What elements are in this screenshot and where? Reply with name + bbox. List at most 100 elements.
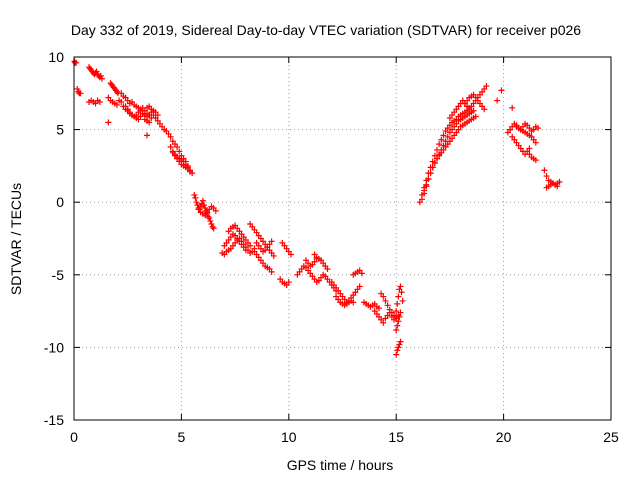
data-point — [324, 265, 331, 272]
data-point — [287, 251, 294, 258]
data-point — [380, 319, 387, 326]
data-point — [532, 157, 539, 164]
data-point — [509, 104, 516, 111]
data-point — [93, 68, 100, 75]
data-point — [399, 297, 406, 304]
x-axis-label: GPS time / hours — [287, 457, 394, 473]
data-point — [113, 101, 120, 108]
data-point — [395, 293, 402, 300]
data-point — [418, 196, 425, 203]
data-point — [203, 207, 210, 214]
data-point — [393, 351, 400, 358]
data-point — [144, 132, 151, 139]
data-point — [472, 113, 479, 120]
data-point — [438, 136, 445, 143]
data-point — [202, 205, 209, 212]
y-tick-label: 0 — [56, 194, 64, 210]
data-point — [444, 133, 451, 140]
data-point — [186, 168, 193, 175]
data-point — [96, 99, 103, 106]
data-point — [176, 148, 183, 155]
data-point — [384, 302, 391, 309]
data-point — [425, 175, 432, 182]
data-point — [208, 220, 215, 227]
data-point — [199, 197, 206, 204]
data-point — [350, 299, 357, 306]
data-point — [393, 308, 400, 315]
data-point — [380, 293, 387, 300]
x-tick-label: 0 — [70, 429, 78, 445]
x-tick-label: 5 — [178, 429, 186, 445]
data-points — [71, 58, 563, 358]
data-point — [468, 109, 475, 116]
data-point — [210, 225, 217, 232]
data-point — [440, 132, 447, 139]
data-point — [541, 167, 548, 174]
data-point — [481, 106, 488, 113]
y-tick-label: -15 — [44, 412, 64, 428]
data-point — [167, 144, 174, 151]
data-point — [483, 83, 490, 90]
data-point — [285, 279, 292, 286]
data-point — [396, 341, 403, 348]
data-point — [395, 318, 402, 325]
data-point — [543, 173, 550, 180]
chart-title: Day 332 of 2019, Sidereal Day-to-day VTE… — [71, 22, 581, 38]
data-point — [429, 164, 436, 171]
data-point — [494, 97, 501, 104]
data-point — [421, 187, 428, 194]
data-point — [507, 126, 514, 133]
plot-border — [73, 56, 612, 421]
data-point — [376, 305, 383, 312]
y-tick-label: 5 — [56, 122, 64, 138]
data-point — [207, 218, 214, 225]
y-tick-label: 10 — [48, 49, 64, 65]
data-point — [427, 170, 434, 177]
x-tick-label: 25 — [603, 429, 619, 445]
data-point — [394, 300, 401, 307]
data-point — [242, 247, 249, 254]
data-point — [397, 283, 404, 290]
y-tick-label: -10 — [44, 339, 64, 355]
data-point — [192, 194, 199, 201]
data-point — [247, 242, 254, 249]
data-point — [534, 125, 541, 132]
x-tick-labels: 0 5 10 15 20 25 — [70, 429, 619, 445]
data-point — [498, 87, 505, 94]
data-point — [397, 338, 404, 345]
data-point — [74, 85, 81, 92]
data-point — [206, 215, 213, 222]
data-point — [193, 199, 200, 206]
y-axis-label: SDTVAR / TECUs — [8, 183, 24, 295]
data-point — [200, 202, 207, 209]
data-point — [268, 268, 275, 275]
data-point — [423, 181, 430, 188]
data-point — [393, 326, 400, 333]
data-point — [191, 191, 198, 198]
data-point — [97, 72, 104, 79]
data-point — [209, 223, 216, 230]
data-point — [431, 159, 438, 166]
data-point — [395, 344, 402, 351]
data-point — [118, 99, 125, 106]
data-point — [532, 139, 539, 146]
data-point — [396, 313, 403, 320]
data-point — [394, 347, 401, 354]
data-point — [98, 75, 105, 82]
data-point — [526, 145, 533, 152]
data-point — [554, 183, 561, 190]
data-point — [436, 141, 443, 148]
data-point — [397, 309, 404, 316]
x-tick-label: 10 — [281, 429, 297, 445]
data-point — [105, 119, 112, 126]
data-point — [270, 252, 277, 259]
data-point — [146, 119, 153, 126]
axis-ticks — [73, 56, 612, 421]
grid — [74, 57, 611, 420]
data-point — [268, 238, 275, 245]
data-point — [174, 144, 181, 151]
data-point — [394, 322, 401, 329]
x-tick-label: 20 — [496, 429, 512, 445]
data-point — [77, 90, 84, 97]
